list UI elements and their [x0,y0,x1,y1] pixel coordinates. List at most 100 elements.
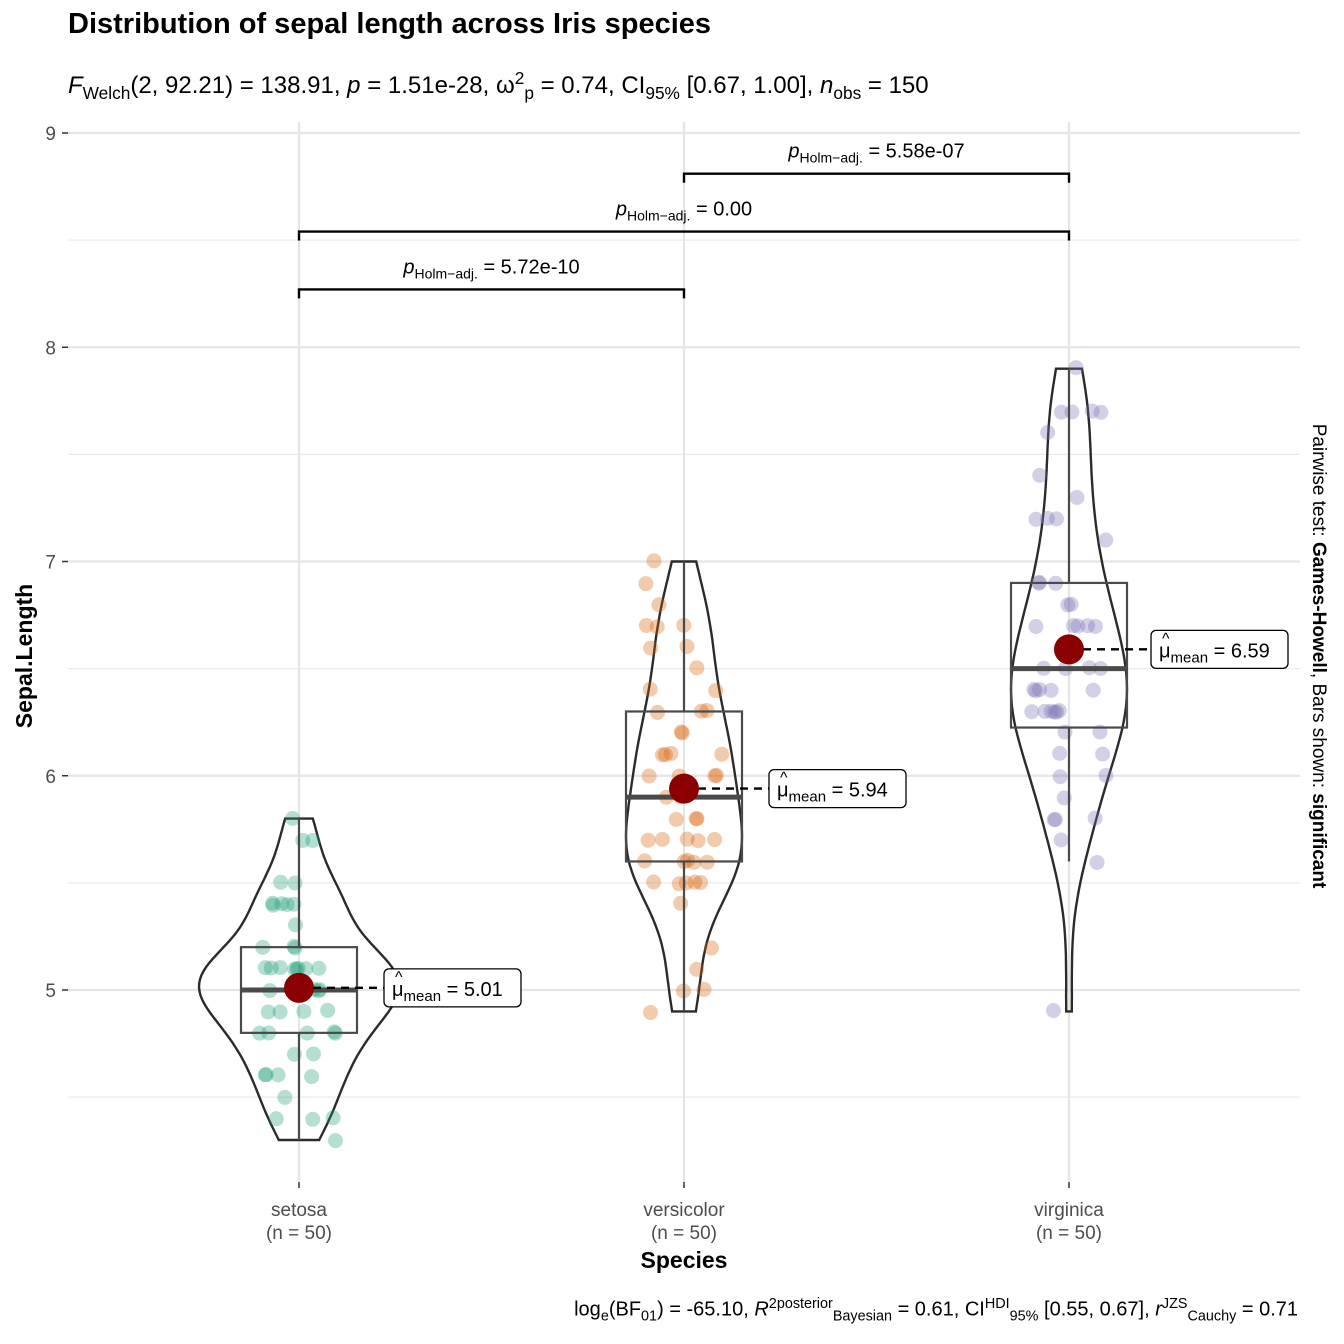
x-tick-label: setosa [271,1200,327,1221]
ci-sub-2: 95% [1009,1308,1039,1325]
data-point [678,875,694,891]
data-point [1052,769,1068,785]
data-point [289,961,305,977]
data-point [1049,704,1065,720]
data-point [638,618,654,634]
data-point [689,811,705,827]
hat-mark: ^ [780,770,788,787]
y-tick-label: 8 [45,338,56,359]
data-point [290,960,306,976]
mean-label-box [1150,629,1289,669]
data-point [1049,511,1065,527]
data-point [327,1133,343,1149]
data-point [657,747,673,763]
y-tick-label: 9 [45,124,56,145]
p-value: = 1.51e-28, [360,72,496,99]
data-point [272,960,288,976]
violin-virginica [1009,367,1129,1013]
data-point [279,897,295,913]
mean-label: μmean = 5.94 [777,780,888,806]
data-point [1053,832,1069,848]
r-symbol: r [1155,1298,1162,1321]
x-tick-count: (n = 50) [651,1223,717,1244]
data-point [305,1046,321,1062]
data-point [638,576,654,592]
data-point [679,831,695,847]
comparison-label: pHolm−adj. = 5.58e-07 [787,141,964,166]
data-point [703,940,719,956]
data-point [1087,810,1103,826]
box-virginica [1009,581,1129,729]
data-point [654,831,670,847]
data-point [1052,745,1068,761]
data-point [674,725,690,741]
mean-point [669,773,699,804]
data-point [274,896,290,912]
data-point [1066,618,1082,634]
data-point [688,811,704,827]
violins [197,367,1129,1142]
data-point [1039,510,1055,526]
pairwise-shown: significant [1308,793,1329,889]
data-point [641,768,657,784]
data-point [286,896,302,912]
f-symbol: F [68,72,83,99]
data-point [1032,682,1048,698]
r2-sup: 2 [768,1296,777,1312]
data-point [1060,597,1076,613]
data-point [257,1067,273,1083]
data-point [1070,618,1086,634]
data-point [285,810,301,826]
n-symbol: n [820,72,834,99]
mean-label: μmean = 5.01 [392,979,503,1005]
omega-sub: p [524,82,534,103]
r2-sup2: posterior [776,1296,833,1312]
ci-value-2: [0.55, 0.67], [1038,1298,1156,1321]
f-sub: Welch [82,82,131,103]
data-point [696,981,712,997]
data-point [265,897,281,913]
data-point [1043,682,1059,698]
x-tick-count: (n = 50) [1036,1223,1102,1244]
pairwise-test: Games-Howell [1308,541,1329,673]
data-point [1089,854,1105,870]
data-point [1068,360,1084,376]
chart-subtitle: FWelch(2, 92.21) = 138.91, p = 1.51e-28,… [68,68,929,104]
data-point [311,960,327,976]
data-point [272,1004,288,1020]
data-point [1087,618,1103,634]
data-point [1032,467,1048,483]
bf-value: ) = -65.10, [657,1298,755,1321]
comparison-bracket [682,172,1071,183]
r-sup: JZS [1161,1296,1188,1312]
data-point [288,917,304,933]
data-point [287,875,303,891]
mean-point [1054,634,1084,665]
r2-value: = 0.61, CI [892,1298,985,1321]
n-sub: obs [833,82,862,103]
data-point [709,767,725,783]
log-sub: e [600,1308,609,1325]
data-point [668,811,684,827]
pairwise-middle: , Bars shown: [1308,672,1329,794]
data-point [654,747,670,763]
mean-point [284,972,314,1003]
data-point [1093,404,1109,420]
data-point [1040,424,1056,440]
violin-versicolor [624,560,744,1013]
data-point [707,768,723,784]
data-point [325,1110,341,1126]
ci-value: [0.67, 1.00], [679,72,821,99]
p-symbol: p [347,72,361,99]
r-sub: Cauchy [1187,1308,1237,1325]
data-point [1047,704,1063,720]
data-point [1047,812,1063,828]
x-tick-label: versicolor [643,1200,725,1221]
data-point [295,832,311,848]
data-point [714,746,730,762]
data-point [640,832,656,848]
y-tick-label: 5 [45,981,56,1002]
pairwise-caption: Pairwise test: Games-Howell, Bars shown:… [1307,424,1329,889]
data-point [646,874,662,890]
data-point [642,681,658,697]
